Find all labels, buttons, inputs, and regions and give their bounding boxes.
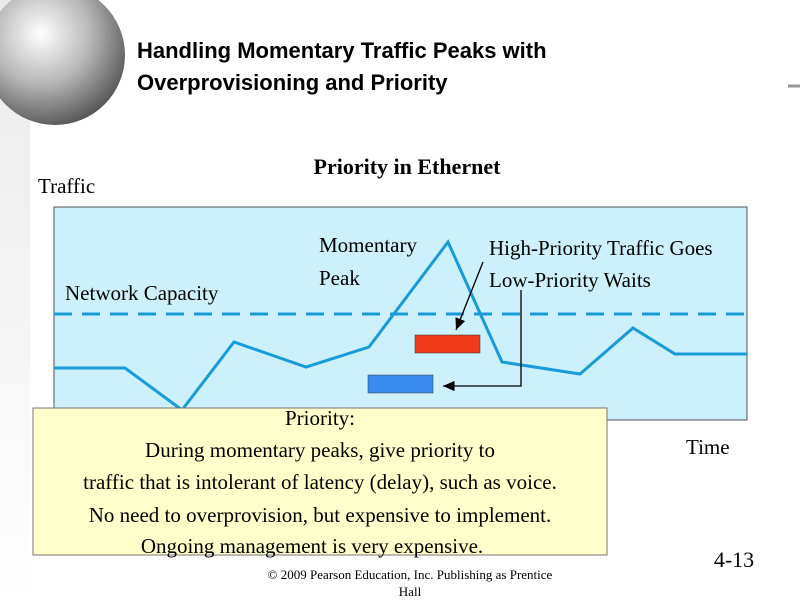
priority-label: Low-Priority Waits [489, 268, 651, 292]
x-axis-label: Time [686, 435, 730, 459]
diagram-title: Priority in Ethernet [314, 154, 502, 179]
arrow [455, 261, 484, 331]
arrow [443, 290, 522, 392]
peak-label: Peak [319, 266, 360, 290]
callout-text: traffic that is intolerant of latency (d… [83, 470, 557, 494]
callout-text: During momentary peaks, give priority to [145, 438, 495, 462]
copyright: Hall [399, 584, 422, 599]
peak-label: Momentary [319, 233, 417, 257]
capacity-label: Network Capacity [65, 281, 219, 305]
callout-text: Ongoing management is very expensive. [141, 534, 483, 558]
high-priority-frame [414, 334, 481, 354]
globe-logo [0, 0, 125, 125]
slide-title: Handling Momentary Traffic Peaks with [137, 38, 547, 63]
traffic-line [54, 239, 747, 413]
priority-label: High-Priority Traffic Goes [489, 236, 713, 260]
page-number: 4-13 [714, 547, 754, 572]
callout-box [32, 407, 608, 556]
slide-title: Overprovisioning and Priority [137, 70, 448, 95]
low-priority-frame [367, 374, 434, 394]
copyright: © 2009 Pearson Education, Inc. Publishin… [268, 567, 553, 582]
callout-text: No need to overprovision, but expensive … [89, 503, 552, 527]
y-axis-label: Traffic [38, 174, 95, 198]
callout-text: Priority: [285, 406, 355, 430]
